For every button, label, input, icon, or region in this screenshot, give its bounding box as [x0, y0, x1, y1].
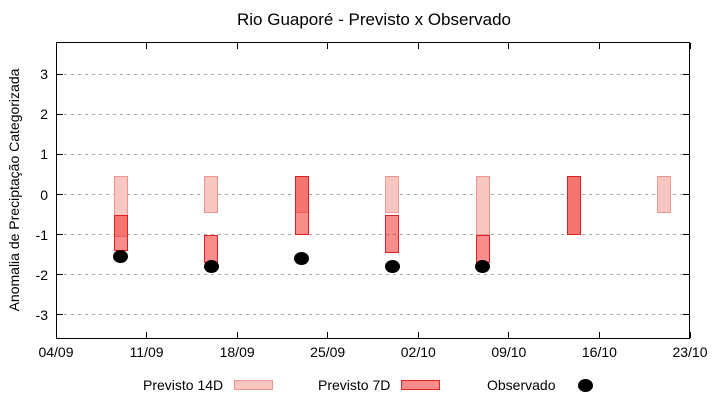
- y-tick-mark: [57, 314, 63, 316]
- x-tick-mark: [689, 332, 691, 338]
- previsto-14d-bar: [204, 176, 219, 213]
- y-tick-mark: [57, 113, 63, 115]
- legend-label-previsto-14d: Previsto 14D: [143, 377, 224, 393]
- x-tick-label: 16/10: [581, 344, 617, 360]
- observado-point: [203, 260, 219, 274]
- previsto-7d-bar: [204, 234, 219, 263]
- previsto-14d-bar: [657, 176, 672, 213]
- observado-point: [384, 260, 400, 274]
- previsto-7d-bar: [294, 176, 309, 235]
- y-tick-mark: [683, 234, 689, 236]
- y-tick-label: 0: [40, 186, 48, 203]
- x-tick-label: 23/10: [672, 344, 708, 360]
- x-tick-mark: [327, 332, 329, 338]
- previsto-7d-bar: [566, 176, 581, 235]
- legend-label-previsto-7d: Previsto 7D: [318, 377, 391, 393]
- y-gridline: [57, 73, 689, 75]
- legend-item-previsto-7d: Previsto 7D: [318, 377, 441, 393]
- y-tick-label: 2: [40, 106, 48, 123]
- legend-item-previsto-14d: Previsto 14D: [143, 377, 274, 393]
- y-tick-label: 1: [40, 146, 48, 163]
- y-tick-label: 3: [40, 66, 48, 83]
- previsto-14d-bar: [475, 176, 490, 235]
- x-tick-mark: [508, 43, 510, 49]
- x-tick-mark: [417, 332, 419, 338]
- x-tick-mark: [55, 43, 57, 49]
- y-gridline: [57, 274, 689, 276]
- x-tick-label: 09/10: [491, 344, 527, 360]
- previsto-14d-bar: [385, 176, 400, 213]
- legend-swatch-observado: [578, 378, 594, 392]
- y-gridline: [57, 113, 689, 115]
- y-gridline: [57, 194, 689, 195]
- y-tick-mark: [57, 153, 63, 155]
- observado-point: [475, 260, 491, 274]
- observado-point: [113, 250, 129, 264]
- legend-item-observado: Observado: [487, 377, 594, 393]
- y-tick-mark: [683, 113, 689, 115]
- y-gridline: [57, 153, 689, 155]
- x-tick-mark: [236, 43, 238, 49]
- x-tick-mark: [508, 332, 510, 338]
- y-gridline: [57, 234, 689, 236]
- x-tick-label: 18/09: [219, 344, 255, 360]
- x-tick-label: 11/09: [129, 344, 164, 360]
- y-tick-mark: [57, 274, 63, 276]
- x-tick-mark: [689, 43, 691, 49]
- legend-swatch-previsto-14d: [234, 380, 274, 390]
- x-tick-mark: [146, 43, 148, 49]
- x-tick-mark: [598, 332, 600, 338]
- previsto-7d-bar: [475, 234, 490, 263]
- y-tick-mark: [683, 194, 689, 195]
- x-tick-mark: [327, 43, 329, 49]
- chart-title: Rio Guaporé - Previsto x Observado: [236, 10, 511, 29]
- y-tick-label: -3: [35, 306, 48, 323]
- plot-frame: [56, 42, 690, 339]
- y-tick-mark: [683, 314, 689, 316]
- previsto-7d-bar: [385, 214, 400, 253]
- legend-swatch-previsto-7d: [401, 380, 441, 390]
- y-tick-label: -2: [35, 266, 48, 283]
- y-tick-mark: [683, 73, 689, 75]
- y-tick-mark: [57, 234, 63, 236]
- observado-point: [294, 252, 310, 266]
- y-tick-mark: [57, 194, 63, 195]
- x-tick-label: 02/10: [400, 344, 436, 360]
- y-tick-mark: [57, 73, 63, 75]
- x-tick-label: 25/09: [310, 344, 346, 360]
- y-tick-mark: [683, 274, 689, 276]
- x-tick-mark: [417, 43, 419, 49]
- x-tick-mark: [55, 332, 57, 338]
- x-tick-mark: [236, 332, 238, 338]
- x-tick-mark: [598, 43, 600, 49]
- legend-label-observado: Observado: [487, 377, 556, 393]
- y-tick-mark: [683, 153, 689, 155]
- x-tick-mark: [146, 332, 148, 338]
- x-tick-label: 04/09: [38, 344, 74, 360]
- y-gridline: [57, 314, 689, 316]
- y-tick-label: -1: [35, 226, 48, 243]
- previsto-7d-bar: [113, 214, 128, 251]
